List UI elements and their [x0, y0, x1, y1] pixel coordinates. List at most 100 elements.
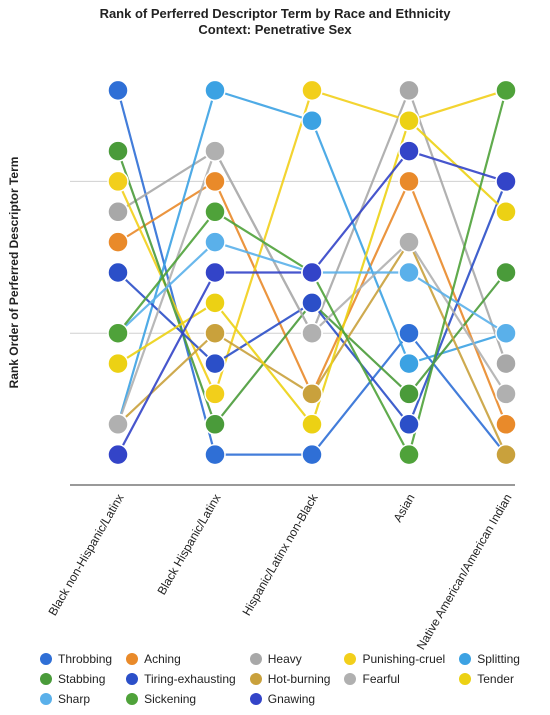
- data-point-stabbing: [398, 383, 420, 405]
- chart-subtitle: Context: Penetrative Sex: [198, 22, 352, 37]
- legend-item: Hot-burning: [249, 672, 331, 686]
- data-point-splitting: [204, 79, 226, 102]
- data-point-stabbing: [204, 413, 226, 436]
- data-point-punishing-cruel: [107, 170, 129, 193]
- data-point-fearful: [107, 413, 129, 436]
- data-point-heavy: [398, 79, 420, 102]
- data-point-sharp: [204, 231, 226, 253]
- legend-label: Aching: [144, 652, 181, 666]
- legend-swatch: [344, 653, 357, 665]
- legend-label: Tiring-exhausting: [144, 672, 236, 686]
- data-point-punishing-cruel: [204, 383, 226, 405]
- data-point-aching: [107, 231, 129, 253]
- data-point-sickening: [495, 79, 517, 102]
- legend-label: Tender: [477, 672, 514, 686]
- data-point-sickening: [204, 201, 226, 223]
- legend-swatch: [249, 653, 262, 665]
- legend-item: Splitting: [459, 652, 520, 666]
- data-point-throbbing: [301, 443, 323, 466]
- legend-item: Heavy: [249, 652, 331, 666]
- legend-swatch: [40, 673, 52, 685]
- legend-swatch: [126, 693, 139, 705]
- data-point-tiring-exhausting: [204, 352, 226, 375]
- legend-item: Tender: [459, 672, 520, 686]
- data-point-aching: [398, 170, 420, 193]
- series-line-sharp: [117, 240, 507, 335]
- legend-label: Gnawing: [267, 692, 316, 706]
- legend-label: Hot-burning: [267, 672, 331, 686]
- legend-item: Aching: [126, 652, 236, 666]
- data-point-sharp: [495, 322, 517, 344]
- x-tick-label: Native American/American Indian: [414, 492, 515, 651]
- data-point-splitting: [301, 109, 323, 132]
- data-point-tender: [398, 109, 420, 132]
- data-point-tender: [204, 292, 226, 314]
- legend-swatch: [40, 653, 52, 665]
- legend-label: Sharp: [58, 692, 91, 706]
- data-point-aching: [495, 413, 517, 436]
- series-line-punishing-cruel: [116, 88, 507, 397]
- data-point-tiring-exhausting: [107, 261, 129, 284]
- data-point-punishing-cruel: [301, 79, 323, 102]
- data-point-sickening: [107, 322, 129, 344]
- chart-title: Rank of Perferred Descriptor Term by Rac…: [99, 6, 451, 21]
- legend-item: Gnawing: [249, 692, 331, 706]
- data-point-sharp: [398, 261, 420, 284]
- legend-swatch: [126, 653, 139, 665]
- data-point-tiring-exhausting: [301, 292, 323, 314]
- legend-label: Throbbing: [58, 652, 113, 666]
- data-point-hot-burning: [204, 322, 226, 344]
- data-point-stabbing: [495, 261, 517, 284]
- data-point-stabbing: [107, 140, 129, 162]
- data-point-hot-burning: [495, 443, 517, 466]
- legend-label: Splitting: [477, 652, 520, 666]
- data-point-gnawing: [495, 170, 517, 193]
- legend-swatch: [249, 693, 262, 705]
- legend-item: Throbbing: [40, 652, 112, 666]
- data-point-tender: [495, 201, 517, 223]
- legend-item: Sickening: [126, 692, 236, 706]
- legend-item: Punishing-cruel: [344, 652, 445, 666]
- data-point-fearful: [301, 322, 323, 344]
- data-point-hot-burning: [301, 383, 323, 405]
- data-point-fearful: [204, 140, 226, 162]
- x-tick-label: Asian: [390, 492, 417, 525]
- legend-item: Fearful: [344, 672, 445, 686]
- legend: Throbbing Aching Heavy Punishing-cruel Split…: [40, 652, 520, 706]
- x-tick-label: Black Hispanic/Latinx: [154, 492, 223, 598]
- legend-swatch: [459, 673, 472, 685]
- legend-label: Heavy: [267, 652, 302, 666]
- legend-item: Stabbing: [40, 672, 112, 686]
- plot-area: Rank Order of Perferred Descriptor Term B…: [7, 79, 517, 651]
- data-point-tender: [107, 352, 129, 375]
- legend-swatch: [344, 673, 357, 685]
- legend-swatch: [126, 673, 139, 685]
- data-point-throbbing: [398, 322, 420, 344]
- data-point-tender: [301, 413, 323, 436]
- data-point-gnawing: [398, 140, 420, 162]
- legend-item: Sharp: [40, 692, 112, 706]
- data-point-aching: [204, 170, 226, 193]
- data-point-throbbing: [107, 79, 129, 102]
- data-point-sickening: [398, 443, 420, 466]
- legend-label: Fearful: [362, 672, 400, 686]
- legend-swatch: [249, 673, 262, 685]
- legend-item: Tiring-exhausting: [126, 672, 236, 686]
- x-tick-label: Hispanic/Latinx non-Black: [239, 491, 321, 618]
- legend-swatch: [40, 693, 52, 705]
- legend-label: Stabbing: [58, 672, 106, 686]
- data-point-throbbing: [204, 443, 226, 466]
- data-point-fearful: [398, 231, 420, 253]
- x-tick-label: Black non-Hispanic/Latinx: [45, 492, 126, 619]
- legend-label: Punishing-cruel: [362, 652, 446, 666]
- y-axis-label: Rank Order of Perferred Descriptor Term: [7, 157, 21, 389]
- data-point-heavy: [107, 201, 129, 223]
- legend-swatch: [459, 653, 472, 665]
- data-point-fearful: [495, 383, 517, 405]
- data-point-tiring-exhausting: [398, 413, 420, 436]
- legend-label: Sickening: [144, 692, 197, 706]
- data-point-splitting: [398, 352, 420, 375]
- data-point-gnawing: [204, 261, 226, 284]
- data-point-heavy: [495, 352, 517, 375]
- data-point-gnawing: [107, 443, 129, 466]
